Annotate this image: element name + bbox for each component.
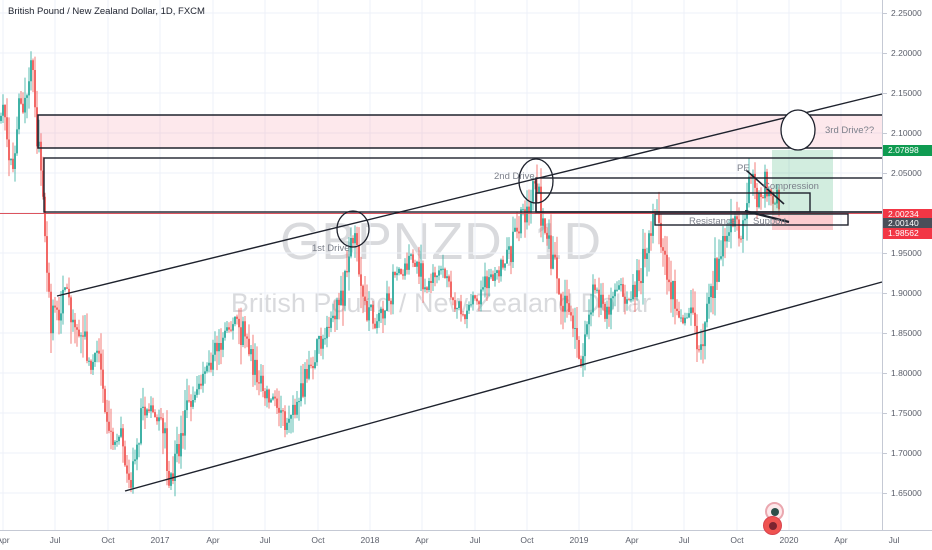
- time-axis-label: Apr: [625, 535, 639, 545]
- price-tick: [883, 93, 887, 94]
- compression-upper-line[interactable]: [745, 169, 785, 205]
- first-drive-ellipse[interactable]: [336, 210, 370, 248]
- time-axis-label: Oct: [101, 535, 115, 545]
- annotation-label[interactable]: Support: [753, 216, 787, 227]
- price-tick: [883, 413, 887, 414]
- time-axis[interactable]: Apr Jul Oct 2017 Apr Jul Oct 2018 Apr Jul Oct 2019 A…: [0, 530, 932, 550]
- time-axis-label: Apr: [206, 535, 220, 545]
- price-badge-red: 2.00234: [883, 208, 932, 220]
- price-axis[interactable]: 2.250002.200002.150002.100002.050002.000…: [882, 0, 932, 530]
- time-axis-label: Jul: [259, 535, 271, 545]
- time-axis-label: 2020: [779, 535, 799, 545]
- price-tick: [883, 53, 887, 54]
- price-tick: [883, 173, 887, 174]
- compression-lower-line[interactable]: [744, 209, 790, 224]
- third-drive-ellipse[interactable]: [780, 109, 816, 151]
- price-tick: [883, 253, 887, 254]
- price-axis-label: 2.10000: [891, 128, 922, 138]
- price-axis-label: 2.05000: [891, 168, 922, 178]
- price-axis-label: 2.20000: [891, 48, 922, 58]
- price-axis-label: 1.75000: [891, 408, 922, 418]
- annotation-label[interactable]: Compression: [763, 181, 819, 192]
- second-drive-ellipse[interactable]: [518, 158, 554, 204]
- time-axis-label: Jul: [888, 535, 900, 545]
- time-axis-label: Jul: [49, 535, 61, 545]
- time-axis-label: Jul: [469, 535, 481, 545]
- stop-zone[interactable]: [772, 215, 833, 230]
- price-badge-green: 2.07898: [883, 144, 932, 156]
- marker-sticker-icon[interactable]: [763, 516, 782, 535]
- price-tick: [883, 493, 887, 494]
- price-badge-red: 1.98562: [883, 227, 932, 239]
- lower-trendline[interactable]: [124, 281, 883, 492]
- candles: [0, 51, 780, 497]
- profit-zone[interactable]: [772, 150, 833, 215]
- price-axis-label: 2.15000: [891, 88, 922, 98]
- time-axis-label: 2018: [360, 535, 380, 545]
- drawings: [0, 93, 884, 492]
- pink-zone-rectangle[interactable]: [37, 114, 884, 149]
- price-axis-label: 2.25000: [891, 8, 922, 18]
- grid: [0, 0, 895, 530]
- marker-sticker-dot: [768, 521, 777, 530]
- price-axis-label: 1.85000: [891, 328, 922, 338]
- price-axis-label: 1.80000: [891, 368, 922, 378]
- time-axis-label: Oct: [311, 535, 325, 545]
- annotation-label[interactable]: 3rd Drive??: [825, 125, 875, 136]
- rect-support-resistance[interactable]: [654, 213, 849, 226]
- price-axis-label: 1.95000: [891, 248, 922, 258]
- price-tick: [883, 373, 887, 374]
- time-axis-label: Jul: [678, 535, 690, 545]
- time-axis-label: Apr: [0, 535, 10, 545]
- time-axis-label: Apr: [834, 535, 848, 545]
- price-tick: [883, 293, 887, 294]
- price-axis-label: 1.70000: [891, 448, 922, 458]
- price-badge-gray: 2.00140: [883, 217, 932, 229]
- symbol-legend[interactable]: British Pound / New Zealand Dollar, 1D, …: [8, 6, 205, 17]
- time-axis-label: 2017: [150, 535, 170, 545]
- price-tick: [883, 133, 887, 134]
- price-tick: [883, 453, 887, 454]
- annotation-label[interactable]: PE: [737, 163, 750, 174]
- price-tick: [883, 333, 887, 334]
- annotation-label[interactable]: Resistance: [689, 216, 736, 227]
- annotation-label[interactable]: 1st Drive: [312, 243, 350, 254]
- upper-trendline[interactable]: [56, 93, 883, 297]
- annotation-label[interactable]: 2nd Drive: [494, 171, 535, 182]
- price-tick: [883, 13, 887, 14]
- time-axis-label: 2019: [569, 535, 589, 545]
- price-axis-label: 1.65000: [891, 488, 922, 498]
- price-axis-label: 1.90000: [891, 288, 922, 298]
- time-axis-label: Oct: [730, 535, 744, 545]
- time-axis-label: Apr: [415, 535, 429, 545]
- marker-sticker-dot: [770, 507, 779, 516]
- time-axis-label: Oct: [520, 535, 534, 545]
